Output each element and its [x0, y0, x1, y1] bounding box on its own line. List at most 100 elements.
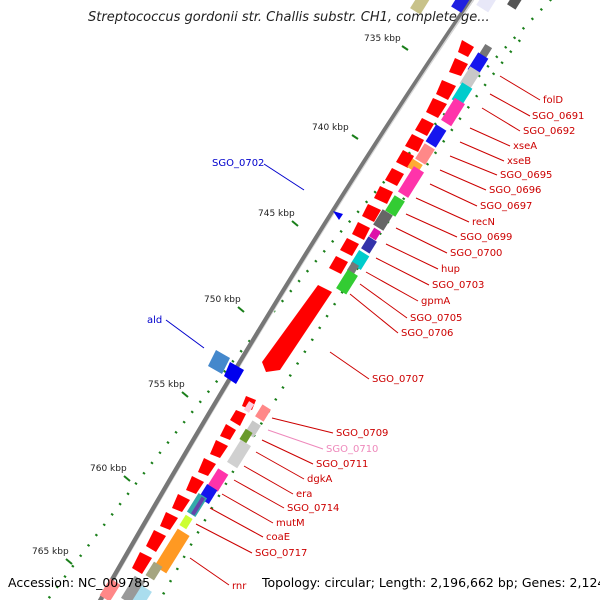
gene-arrow-1[interactable]: [458, 40, 474, 57]
gene-label[interactable]: xseA: [513, 141, 537, 152]
gene-block-magenta-3[interactable]: [368, 227, 382, 241]
gene-label[interactable]: SGO_0692: [523, 126, 575, 137]
gene-label[interactable]: SGO_0695: [500, 170, 552, 181]
gene-label[interactable]: era: [296, 489, 312, 500]
gene-label-leader: [195, 523, 253, 554]
gene-label[interactable]: SGO_0714: [287, 503, 339, 514]
gene-arrow-17[interactable]: [220, 424, 236, 440]
gene-label[interactable]: SGO_0696: [489, 185, 541, 196]
gene-feature-top-blue[interactable]: [451, 0, 471, 13]
gene-label[interactable]: SGO_0706: [401, 328, 453, 339]
gene-label-leader: [329, 351, 370, 380]
gene-arrow-20[interactable]: [186, 476, 204, 494]
gene-block-pink-1[interactable]: [415, 143, 435, 165]
gene-arrow-9[interactable]: [374, 186, 393, 204]
gene-label[interactable]: hup: [441, 264, 460, 275]
gene-label[interactable]: SGO_0700: [450, 248, 502, 259]
gene-arrow-sgo0702[interactable]: [333, 211, 343, 220]
gene-label-leader: [459, 141, 505, 162]
gene-block-bottom-pink[interactable]: [99, 578, 121, 600]
gene-arrow-ald-1[interactable]: [208, 350, 230, 374]
ruler-tick: [123, 475, 131, 482]
gene-block-purple-1[interactable]: [191, 496, 205, 516]
left-gene-labels: SGO_0702 ald: [147, 158, 305, 349]
gene-feature-top-white[interactable]: [476, 0, 498, 13]
gene-label[interactable]: SGO_0705: [410, 313, 462, 324]
gene-feature-top-tan[interactable]: [410, 0, 432, 15]
gene-label[interactable]: SGO_0691: [532, 111, 584, 122]
gene-arrow-14[interactable]: [262, 285, 332, 372]
ruler-tick: [181, 391, 189, 398]
gene-block-slate-1[interactable]: [361, 236, 377, 254]
gene-block-blue-2[interactable]: [425, 124, 447, 148]
colored-gene-blocks: [99, 43, 493, 600]
genome-backbone: [97, 0, 475, 600]
gene-label[interactable]: SGO_0717: [255, 548, 307, 559]
gene-label-leader: [233, 479, 285, 509]
gene-label-leader: [261, 439, 314, 465]
gene-feature-top-gray[interactable]: [507, 0, 523, 10]
gene-arrow-24[interactable]: [132, 552, 152, 574]
gene-block-olive-1[interactable]: [239, 428, 253, 444]
gene-block-lime-1[interactable]: [179, 514, 193, 530]
gene-label[interactable]: recN: [472, 217, 495, 228]
gene-block-silver-3[interactable]: [227, 439, 251, 469]
gene-block-bottom-gray[interactable]: [121, 575, 145, 600]
ruler-tick: [291, 220, 299, 227]
gene-arrow-11[interactable]: [352, 222, 370, 240]
gene-label-leader: [263, 163, 305, 191]
gene-block-bottom-lightblue[interactable]: [130, 585, 152, 600]
gene-block-silver-1[interactable]: [459, 66, 481, 90]
gene-arrow-18[interactable]: [210, 440, 228, 458]
gene-label[interactable]: SGO_0702: [212, 158, 264, 169]
gene-label[interactable]: dgkA: [307, 474, 332, 485]
gene-label-leader: [439, 169, 487, 191]
gene-block-darkgray-1[interactable]: [373, 209, 393, 231]
gene-arrow-10[interactable]: [362, 204, 381, 222]
gene-block-orange-2[interactable]: [154, 528, 190, 574]
gene-arrow-6[interactable]: [405, 134, 424, 152]
gene-arrow-22[interactable]: [160, 512, 178, 530]
gene-block-magenta-4[interactable]: [207, 468, 229, 492]
gene-label-leader: [359, 283, 408, 319]
gene-arrow-19[interactable]: [198, 458, 216, 476]
gene-block-magenta-1[interactable]: [441, 97, 465, 127]
gene-label[interactable]: SGO_0703: [432, 280, 484, 291]
gene-block-green-2[interactable]: [336, 269, 358, 295]
gene-arrow-8[interactable]: [385, 168, 404, 186]
gene-block-green-1[interactable]: [385, 195, 405, 217]
ruler-tick: [401, 45, 409, 51]
gene-label[interactable]: xseB: [507, 156, 531, 167]
gene-label-leader: [395, 227, 448, 254]
gene-arrow-21[interactable]: [172, 494, 190, 512]
gene-arrow-2[interactable]: [449, 58, 468, 76]
gene-label[interactable]: mutM: [276, 518, 305, 529]
gene-block-lightpink-1[interactable]: [243, 401, 255, 413]
gene-block-magenta-2[interactable]: [397, 166, 425, 198]
gene-label[interactable]: SGO_0710: [326, 444, 378, 455]
gene-label[interactable]: gpmA: [421, 296, 450, 307]
gene-label[interactable]: ald: [147, 315, 162, 326]
gene-label[interactable]: SGO_0707: [372, 374, 424, 385]
gene-label[interactable]: coaE: [266, 532, 290, 543]
gene-label[interactable]: SGO_0697: [480, 201, 532, 212]
gene-arrow-5[interactable]: [415, 118, 434, 136]
gene-label[interactable]: SGO_0711: [316, 459, 368, 470]
gene-arrow-4[interactable]: [426, 98, 447, 118]
gene-block-olive-2[interactable]: [145, 561, 163, 581]
gene-arrow-3[interactable]: [436, 80, 456, 100]
gene-label[interactable]: rnr: [232, 581, 247, 592]
gene-arrow-23[interactable]: [146, 530, 166, 552]
gene-label-leader: [221, 493, 274, 524]
gene-arrow-16[interactable]: [230, 410, 246, 426]
gene-label[interactable]: SGO_0699: [460, 232, 512, 243]
ruler-tick: [237, 306, 245, 313]
gene-label[interactable]: SGO_0709: [336, 428, 388, 439]
gene-label[interactable]: folD: [543, 95, 563, 106]
gene-block-pink-2[interactable]: [255, 404, 271, 422]
gene-arrow-13[interactable]: [329, 256, 348, 274]
gene-arrow-ald-2[interactable]: [224, 362, 244, 384]
gene-arrow-12[interactable]: [340, 238, 359, 256]
record-title: Streptococcus gordonii str. Challis subs…: [88, 10, 490, 25]
